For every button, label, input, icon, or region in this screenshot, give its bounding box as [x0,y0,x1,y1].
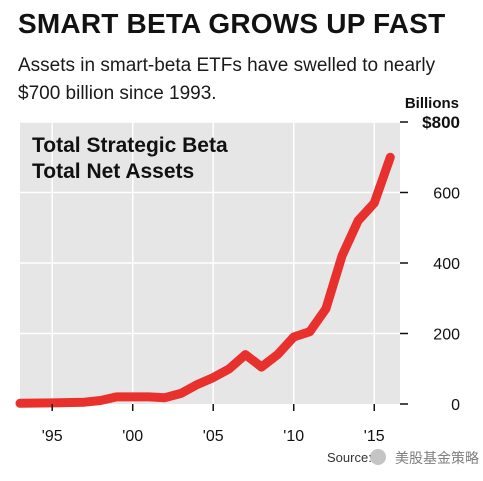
y-tick-label-800: $800 [422,113,460,132]
watermark-text: 美股基金策略 [395,450,479,466]
y-tick-label-600: 600 [433,186,460,203]
x-tick-label-2015: '15 [364,428,385,445]
y-axis-label: Billions [405,95,459,112]
inner-chart-title-line-1: Total Strategic Beta [32,134,228,157]
series-line-0 [15,152,395,408]
inner-chart-title-line-2: Total Net Assets [32,160,194,183]
y-tick-label-400: 400 [433,256,460,273]
chart-subtitle: Assets in smart-beta ETFs have swelled t… [18,55,436,104]
x-tick-label-2010: '10 [283,428,304,445]
x-tick-label-2000: '00 [122,428,143,445]
watermark-logo-icon [370,449,386,465]
x-tick-label-1995: '95 [42,428,63,445]
chart-title: SMART BETA GROWS UP FAST [18,8,446,39]
y-tick-label-200: 200 [433,327,460,344]
source-note: Source: [327,450,372,465]
x-tick-label-2005: '05 [203,428,224,445]
y-tick-label-0: 0 [451,397,460,414]
